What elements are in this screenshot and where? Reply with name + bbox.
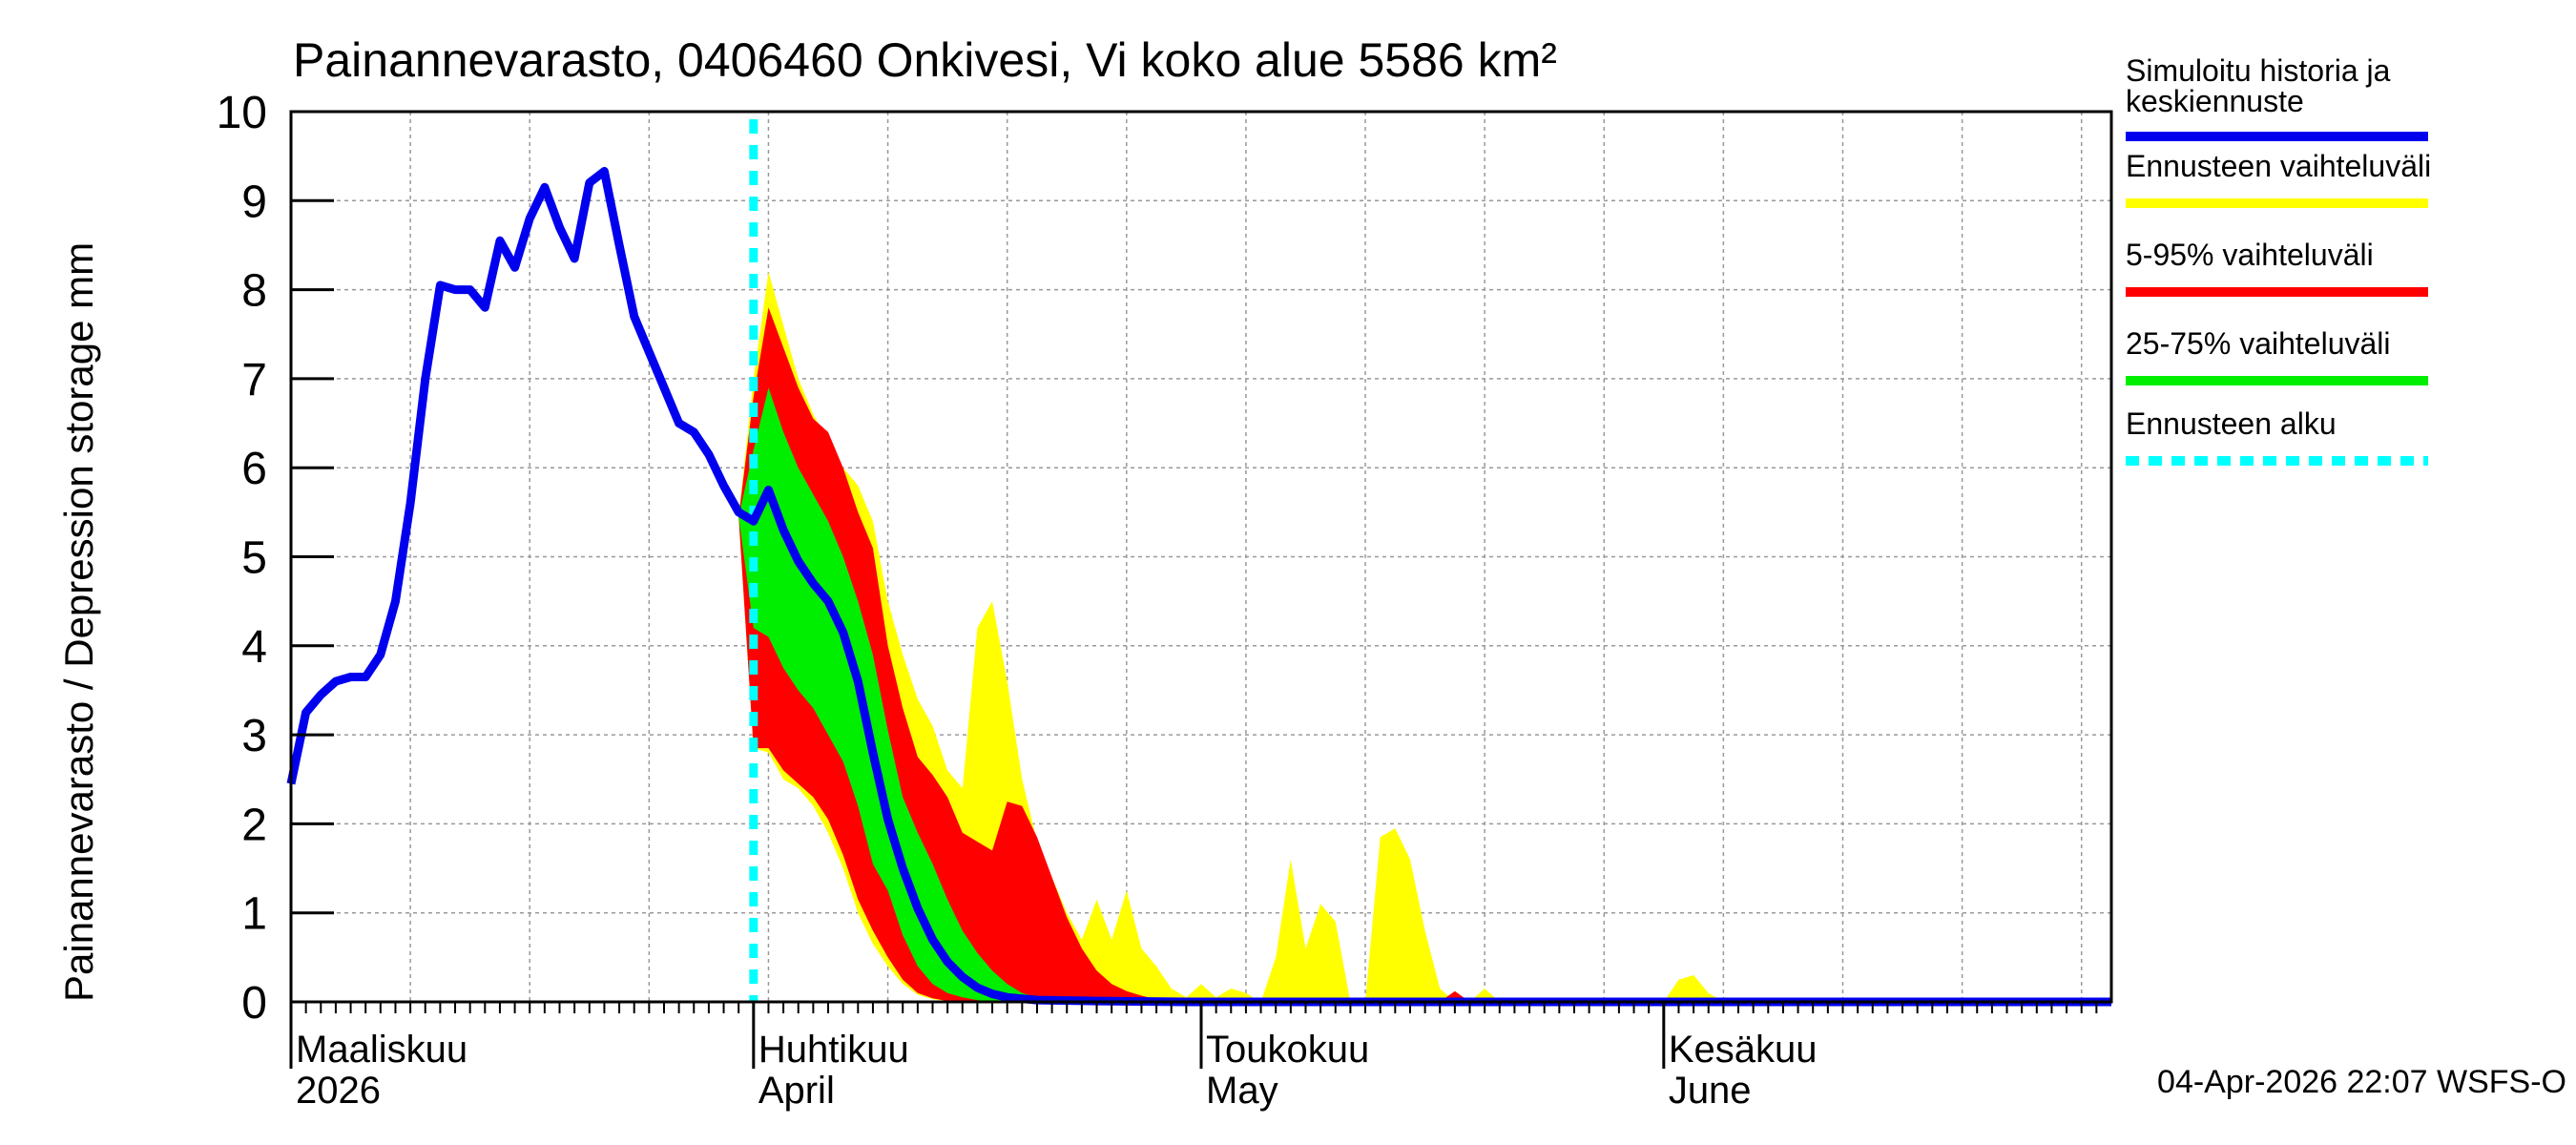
- y-tick-label: 0: [241, 978, 267, 1029]
- timestamp: 04-Apr-2026 22:07 WSFS-O: [2157, 1064, 2566, 1100]
- chart-title: Painannevarasto, 0406460 Onkivesi, Vi ko…: [293, 33, 1557, 87]
- band-5-95-vaihteluv-li: [738, 307, 2112, 1002]
- x-month-sublabel: June: [1669, 1070, 1752, 1112]
- x-month-sublabel: April: [758, 1070, 835, 1112]
- legend-label: Simuloitu historia ja: [2126, 53, 2391, 88]
- forecast-bands: [738, 271, 2112, 1002]
- legend-label: Ennusteen vaihteluväli: [2126, 149, 2431, 183]
- legend-label-line2: keskiennuste: [2126, 84, 2304, 118]
- y-tick-label: 7: [241, 355, 267, 406]
- y-tick-label: 8: [241, 266, 267, 317]
- x-month-label: Toukokuu: [1206, 1029, 1369, 1071]
- x-month-label: Maaliskuu: [296, 1029, 467, 1071]
- y-tick-label: 1: [241, 889, 267, 940]
- y-axis-label: Painannevarasto / Depression storage mm: [56, 242, 101, 1002]
- series-lines: [286, 119, 2111, 1007]
- y-tick-label: 10: [217, 88, 267, 138]
- x-month-sublabel: 2026: [296, 1070, 381, 1112]
- legend-label: Ennusteen alku: [2126, 406, 2337, 441]
- y-tick-label: 3: [241, 711, 267, 761]
- y-tick-label: 5: [241, 533, 267, 584]
- x-month-label: Huhtikuu: [758, 1029, 909, 1071]
- y-tick-label: 4: [241, 622, 267, 673]
- y-tick-label: 6: [241, 444, 267, 494]
- y-tick-label: 2: [241, 800, 267, 850]
- legend-label: 5-95% vaihteluväli: [2126, 238, 2374, 272]
- x-month-label: Kesäkuu: [1669, 1029, 1818, 1071]
- legend-label: 25-75% vaihteluväli: [2126, 326, 2391, 361]
- x-month-sublabel: May: [1206, 1070, 1278, 1112]
- y-tick-label: 9: [241, 177, 267, 227]
- median-line: [286, 167, 2111, 1007]
